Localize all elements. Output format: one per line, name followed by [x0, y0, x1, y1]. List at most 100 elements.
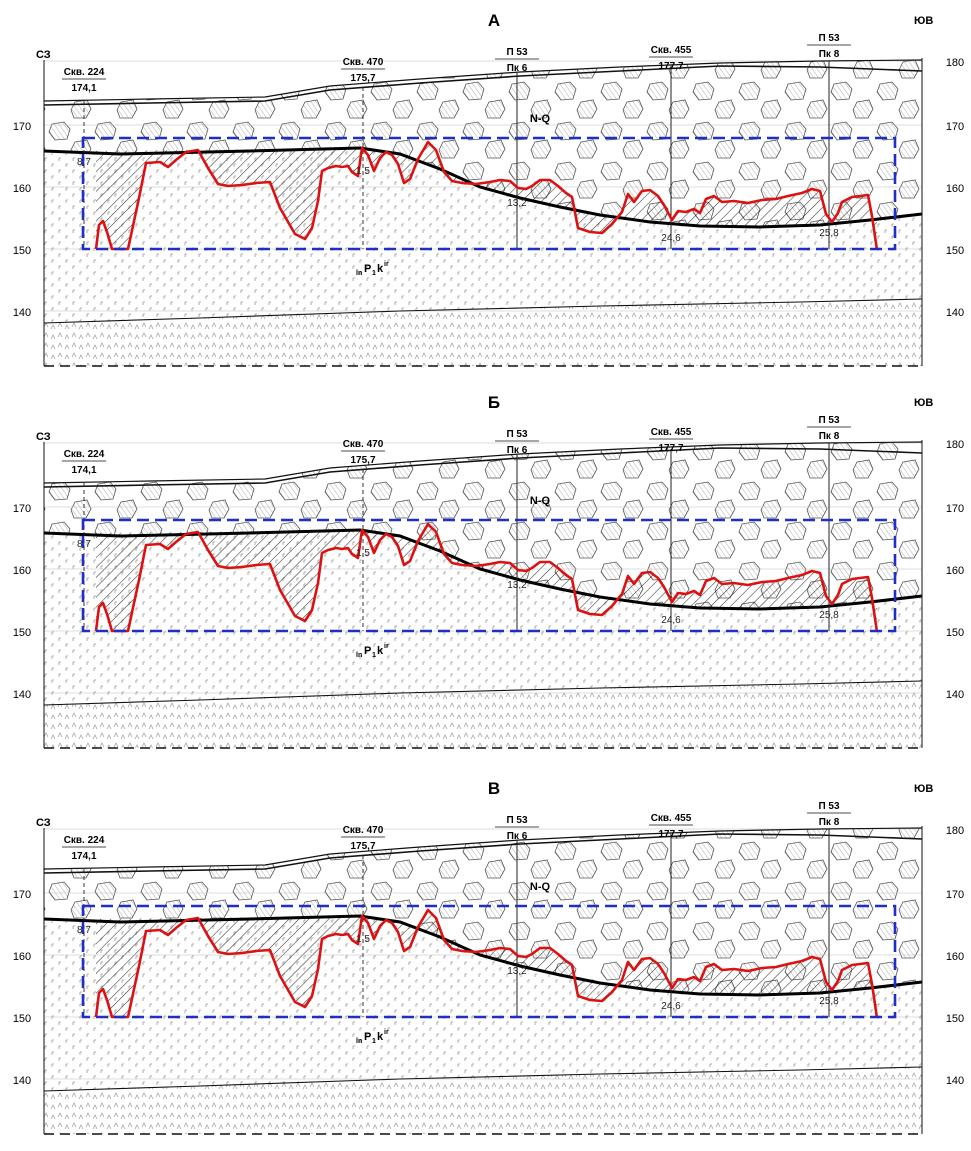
point-label: 25,8	[819, 610, 839, 621]
y-tick-left: 140	[13, 689, 31, 701]
direction-nw: СЗ	[36, 49, 51, 61]
hatched-zone	[96, 524, 877, 632]
y-tick-right: 160	[946, 565, 964, 577]
well-elevation: 174,1	[71, 851, 96, 862]
y-tick-right: 170	[946, 121, 964, 133]
formation-prefix: ln	[356, 270, 362, 277]
red-profile-line	[94, 522, 879, 633]
y-tick-left: 160	[13, 565, 31, 577]
formation-k: k	[377, 263, 384, 275]
well-name: П 53	[818, 415, 840, 426]
well-elevation: 175,7	[350, 455, 375, 466]
y-tick-left: 160	[13, 183, 31, 195]
well-name: Скв. 455	[651, 813, 692, 824]
well-name: Скв. 224	[64, 67, 105, 78]
point-label: 13,2	[507, 198, 527, 209]
formation-k: k	[377, 1031, 384, 1043]
bottom-layer	[44, 299, 922, 366]
formation-prefix: ln	[356, 652, 362, 659]
formation-suffix: ir	[384, 643, 389, 650]
well-elevation: Пк 6	[507, 831, 528, 842]
point-label: 24,6	[661, 615, 681, 626]
y-tick-left: 170	[13, 121, 31, 133]
point-label: 8,7	[77, 539, 91, 550]
formation-suffix: ir	[384, 261, 389, 268]
well-elevation: 174,1	[71, 465, 96, 476]
well-name: П 53	[506, 47, 528, 58]
main-boundary-line	[43, 146, 923, 229]
formation-index: 1	[372, 270, 376, 277]
lower-contact-line	[43, 298, 923, 324]
well-elevation: 175,7	[350, 73, 375, 84]
study-area-box	[81, 904, 897, 1019]
well-name: Скв. 224	[64, 835, 105, 846]
panel-title: Б	[488, 393, 500, 412]
point-label: 1,5	[356, 934, 370, 945]
well-elevation: Пк 6	[507, 63, 528, 74]
well-elevation: Пк 8	[819, 49, 840, 60]
y-tick-left: 160	[13, 951, 31, 963]
well-elevation: 177,7	[658, 829, 683, 840]
direction-nw: СЗ	[36, 817, 51, 829]
y-tick-right: 150	[946, 627, 964, 639]
y-tick-left: 150	[13, 627, 31, 639]
point-label: 25,8	[819, 996, 839, 1007]
study-area-box	[81, 518, 897, 633]
soil-line	[43, 65, 923, 106]
well-elevation: 174,1	[71, 83, 96, 94]
y-tick-left: 140	[13, 307, 31, 319]
point-label: 8,7	[77, 925, 91, 936]
well-name: Скв. 470	[343, 439, 384, 450]
hatched-zone	[96, 142, 877, 250]
soil-line	[43, 833, 923, 874]
formation-suffix: ir	[384, 1029, 389, 1036]
lower-contact-line	[43, 680, 923, 706]
y-tick-right: 180	[946, 57, 964, 69]
point-label: 13,2	[507, 966, 527, 977]
y-tick-right: 150	[946, 245, 964, 257]
main-boundary-line	[43, 914, 923, 997]
formation-P: P	[364, 1031, 371, 1043]
surface-line	[43, 59, 923, 102]
point-label: 1,5	[356, 166, 370, 177]
well-elevation: Пк 8	[819, 431, 840, 442]
nq-label: N-Q	[530, 113, 551, 125]
lower-contact-line	[43, 1066, 923, 1092]
direction-se: ЮВ	[914, 397, 933, 409]
y-tick-right: 180	[946, 439, 964, 451]
formation-index: 1	[372, 652, 376, 659]
well-elevation: Пк 6	[507, 445, 528, 456]
y-tick-left: 170	[13, 889, 31, 901]
point-label: 8,7	[77, 157, 91, 168]
well-name: П 53	[818, 801, 840, 812]
limestone-layer	[44, 916, 922, 1091]
y-tick-right: 160	[946, 183, 964, 195]
well-name: П 53	[506, 429, 528, 440]
well-name: Скв. 470	[343, 825, 384, 836]
formation-k: k	[377, 645, 384, 657]
section-panel-3: В СЗ ЮВ 180 170 170 160 160 150 150 140 140 Скв. 224…	[13, 779, 964, 1135]
well-name: Скв. 470	[343, 57, 384, 68]
well-elevation: 175,7	[350, 841, 375, 852]
well-name: П 53	[506, 815, 528, 826]
direction-se: ЮВ	[914, 15, 933, 27]
y-tick-right: 170	[946, 889, 964, 901]
nq-label: N-Q	[530, 881, 551, 893]
well-name: Скв. 455	[651, 45, 692, 56]
soil-line	[43, 447, 923, 488]
y-tick-right: 170	[946, 503, 964, 515]
well-name: Скв. 455	[651, 427, 692, 438]
y-tick-right: 180	[946, 825, 964, 837]
point-label: 13,2	[507, 580, 527, 591]
red-profile-line	[94, 908, 879, 1019]
bottom-layer	[44, 1067, 922, 1134]
y-tick-right: 140	[946, 689, 964, 701]
direction-se: ЮВ	[914, 783, 933, 795]
point-label: 25,8	[819, 228, 839, 239]
point-label: 24,6	[661, 1001, 681, 1012]
bottom-layer	[44, 681, 922, 748]
limestone-layer	[44, 530, 922, 705]
well-elevation: Пк 8	[819, 817, 840, 828]
formation-P: P	[364, 645, 371, 657]
